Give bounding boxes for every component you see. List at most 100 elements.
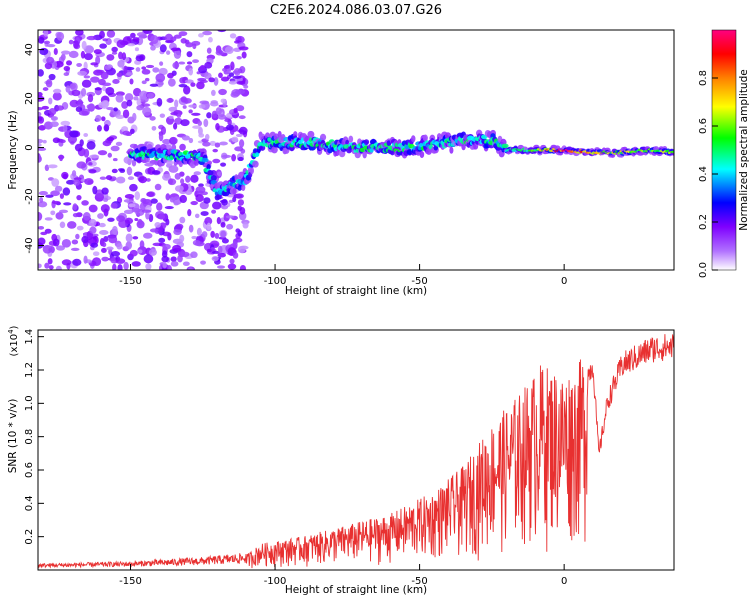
snr-ytick-label: 1.0 [24, 395, 35, 411]
heatmap-noise-cell [209, 140, 217, 146]
heatmap-noise-cell [112, 79, 120, 84]
heatmap-noise-cell [132, 37, 140, 42]
heatmap-noise-cell [215, 123, 220, 131]
heatmap-noise-cell [179, 194, 188, 204]
heatmap-noise-cell [52, 238, 60, 247]
heatmap-noise-cell [148, 213, 154, 223]
heatmap-noise-cell [106, 246, 114, 251]
heatmap-noise-cell [94, 87, 102, 91]
heatmap-noise-cell [229, 33, 237, 39]
heatmap-noise-cell [83, 75, 91, 79]
heatmap-noise-cell [90, 242, 99, 248]
heatmap-noise-cell [95, 55, 101, 65]
heatmap-noise-cell [99, 43, 107, 49]
heatmap-noise-cell [232, 196, 237, 203]
heatmap-ridge-cell [241, 183, 246, 191]
heatmap-noise-cell [161, 255, 169, 263]
heatmap-ridge-cell [254, 152, 260, 157]
heatmap-noise-cell [39, 47, 49, 56]
snr-ytick-label: 0.8 [24, 429, 35, 445]
heatmap-noise-cell [98, 222, 106, 228]
colorbar-tick-label: 0.2 [698, 214, 709, 230]
heatmap-noise-cell [234, 146, 244, 152]
heatmap-ridge-cell [670, 150, 674, 154]
heatmap-noise-cell [129, 183, 138, 192]
heatmap-noise-cell [136, 98, 142, 106]
heatmap-noise-cell [183, 85, 191, 95]
heatmap-noise-cell [170, 261, 179, 267]
heatmap-noise-cell [59, 139, 66, 144]
heatmap-noise-cell [66, 179, 75, 185]
heatmap-noise-cell [116, 72, 123, 77]
heatmap-noise-cell [215, 107, 222, 115]
heatmap-noise-cell [204, 61, 213, 69]
heatmap-noise-cell [55, 105, 65, 111]
heatmap-noise-cell [139, 90, 149, 100]
heatmap-noise-cell [38, 111, 42, 117]
heatmap-noise-cell [220, 76, 230, 82]
heatmap-noise-cell [227, 119, 232, 126]
heatmap-ridge-cell [363, 139, 370, 146]
heatmap-noise-cell [38, 190, 48, 196]
heatmap-noise-cell [210, 230, 215, 238]
heatmap-noise-cell [77, 70, 88, 76]
heatmap-ridge-cell [210, 175, 217, 181]
heatmap-noise-cell [198, 104, 206, 109]
heatmap-noise-cell [71, 89, 81, 97]
heatmap-noise-cell [116, 39, 126, 49]
heatmap-noise-cell [193, 171, 201, 176]
heatmap-noise-cell [38, 263, 42, 269]
heatmap-noise-cell [121, 52, 127, 61]
heatmap-noise-cell [212, 250, 221, 254]
heatmap-noise-cell [86, 104, 93, 110]
heatmap-noise-cell [236, 80, 246, 85]
heatmap-noise-cell [178, 83, 188, 88]
heatmap-noise-cell [137, 249, 143, 254]
heatmap-noise-cell [198, 183, 204, 187]
heatmap-noise-cell [204, 217, 213, 226]
snr-ytick-label: 0.2 [24, 529, 35, 545]
heatmap-noise-cell [139, 240, 145, 250]
heatmap-noise-cell [173, 228, 182, 236]
heatmap-noise-cell [38, 153, 42, 163]
heatmap-noise-cell [88, 169, 97, 174]
heatmap-noise-cell [138, 176, 148, 184]
colorbar-tick-label: 0.6 [698, 118, 709, 134]
spectrogram-ylabel: Frequency (Hz) [7, 110, 19, 189]
heatmap-noise-cell [237, 205, 242, 211]
heatmap-noise-cell [188, 109, 193, 114]
heatmap-noise-cell [133, 96, 139, 101]
heatmap-noise-cell [195, 186, 206, 194]
heatmap-noise-cell [110, 202, 118, 209]
heatmap-ridge-cell [267, 137, 272, 142]
heatmap-noise-cell [51, 200, 61, 205]
heatmap-noise-cell [233, 68, 241, 76]
heatmap-noise-cell [216, 216, 221, 225]
heatmap-noise-cell [180, 119, 190, 127]
heatmap-noise-cell [124, 217, 134, 225]
snr-xtick-label: -150 [119, 576, 142, 587]
heatmap-ridge-cell [249, 167, 254, 175]
heatmap-noise-cell [192, 125, 202, 129]
figure-title: C2E6.2024.086.03.07.G26 [270, 3, 442, 18]
heatmap-noise-cell [116, 215, 126, 222]
heatmap-ridge-cell [201, 157, 209, 163]
heatmap-noise-cell [117, 264, 123, 270]
heatmap-noise-cell [102, 100, 110, 108]
spectrogram-ytick-label: 0 [24, 144, 35, 150]
heatmap-noise-cell [200, 79, 208, 84]
heatmap-noise-cell [188, 104, 197, 108]
heatmap-noise-cell [179, 234, 185, 243]
heatmap-noise-cell [232, 240, 238, 249]
spectrogram-ytick-label: 20 [24, 92, 35, 105]
heatmap-noise-cell [168, 106, 178, 112]
heatmap-noise-cell [97, 150, 108, 156]
heatmap-noise-cell [110, 251, 121, 257]
heatmap-noise-cell [134, 191, 141, 201]
heatmap-noise-cell [158, 237, 166, 243]
heatmap-ridge-cell [362, 151, 367, 159]
heatmap-noise-cell [56, 31, 65, 41]
heatmap-noise-cell [42, 139, 47, 144]
snr-xtick-label: -50 [411, 576, 427, 587]
